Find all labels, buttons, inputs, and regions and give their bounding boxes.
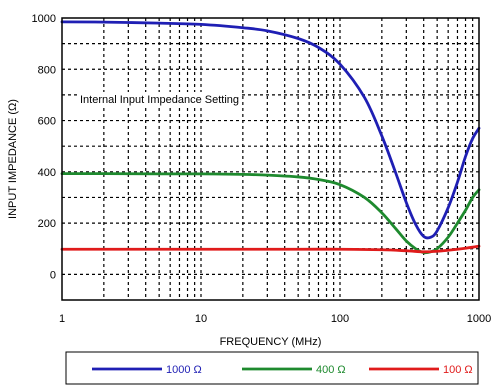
x-tick-label: 100: [331, 313, 349, 325]
series-line: [60, 244, 481, 254]
y-tick-label: 0: [50, 269, 56, 281]
legend-entries: 1000 Ω 400 Ω 100 Ω: [92, 364, 473, 376]
annotation-text: Internal Input Impedance Setting: [80, 94, 239, 106]
legend-label: 1000 Ω: [166, 364, 202, 376]
legend-label: 100 Ω: [443, 364, 473, 376]
legend-label: 400 Ω: [316, 364, 346, 376]
x-tick-label: 10: [195, 313, 207, 325]
series-line: [60, 20, 481, 240]
y-tick-label: 800: [38, 64, 56, 76]
y-tick-label: 1000: [32, 13, 56, 25]
y-tick-labels: 0 200 400 600 800 1000: [32, 13, 56, 281]
series-line: [60, 172, 481, 255]
series-lines: [60, 20, 481, 255]
grid: [62, 18, 479, 300]
y-tick-label: 600: [38, 116, 56, 128]
x-tick-label: 1: [59, 313, 65, 325]
plot-frame: [61, 17, 480, 301]
x-axis-title: FREQUENCY (MHz): [220, 336, 322, 348]
x-tick-labels: 1 10 100 1000: [59, 313, 491, 325]
annotation-background: [77, 92, 242, 108]
y-tick-label: 400: [38, 167, 56, 179]
x-tick-label: 1000: [467, 313, 491, 325]
y-axis-title: INPUT IMPEDANCE (Ω): [7, 99, 19, 219]
y-tick-label: 200: [38, 218, 56, 230]
